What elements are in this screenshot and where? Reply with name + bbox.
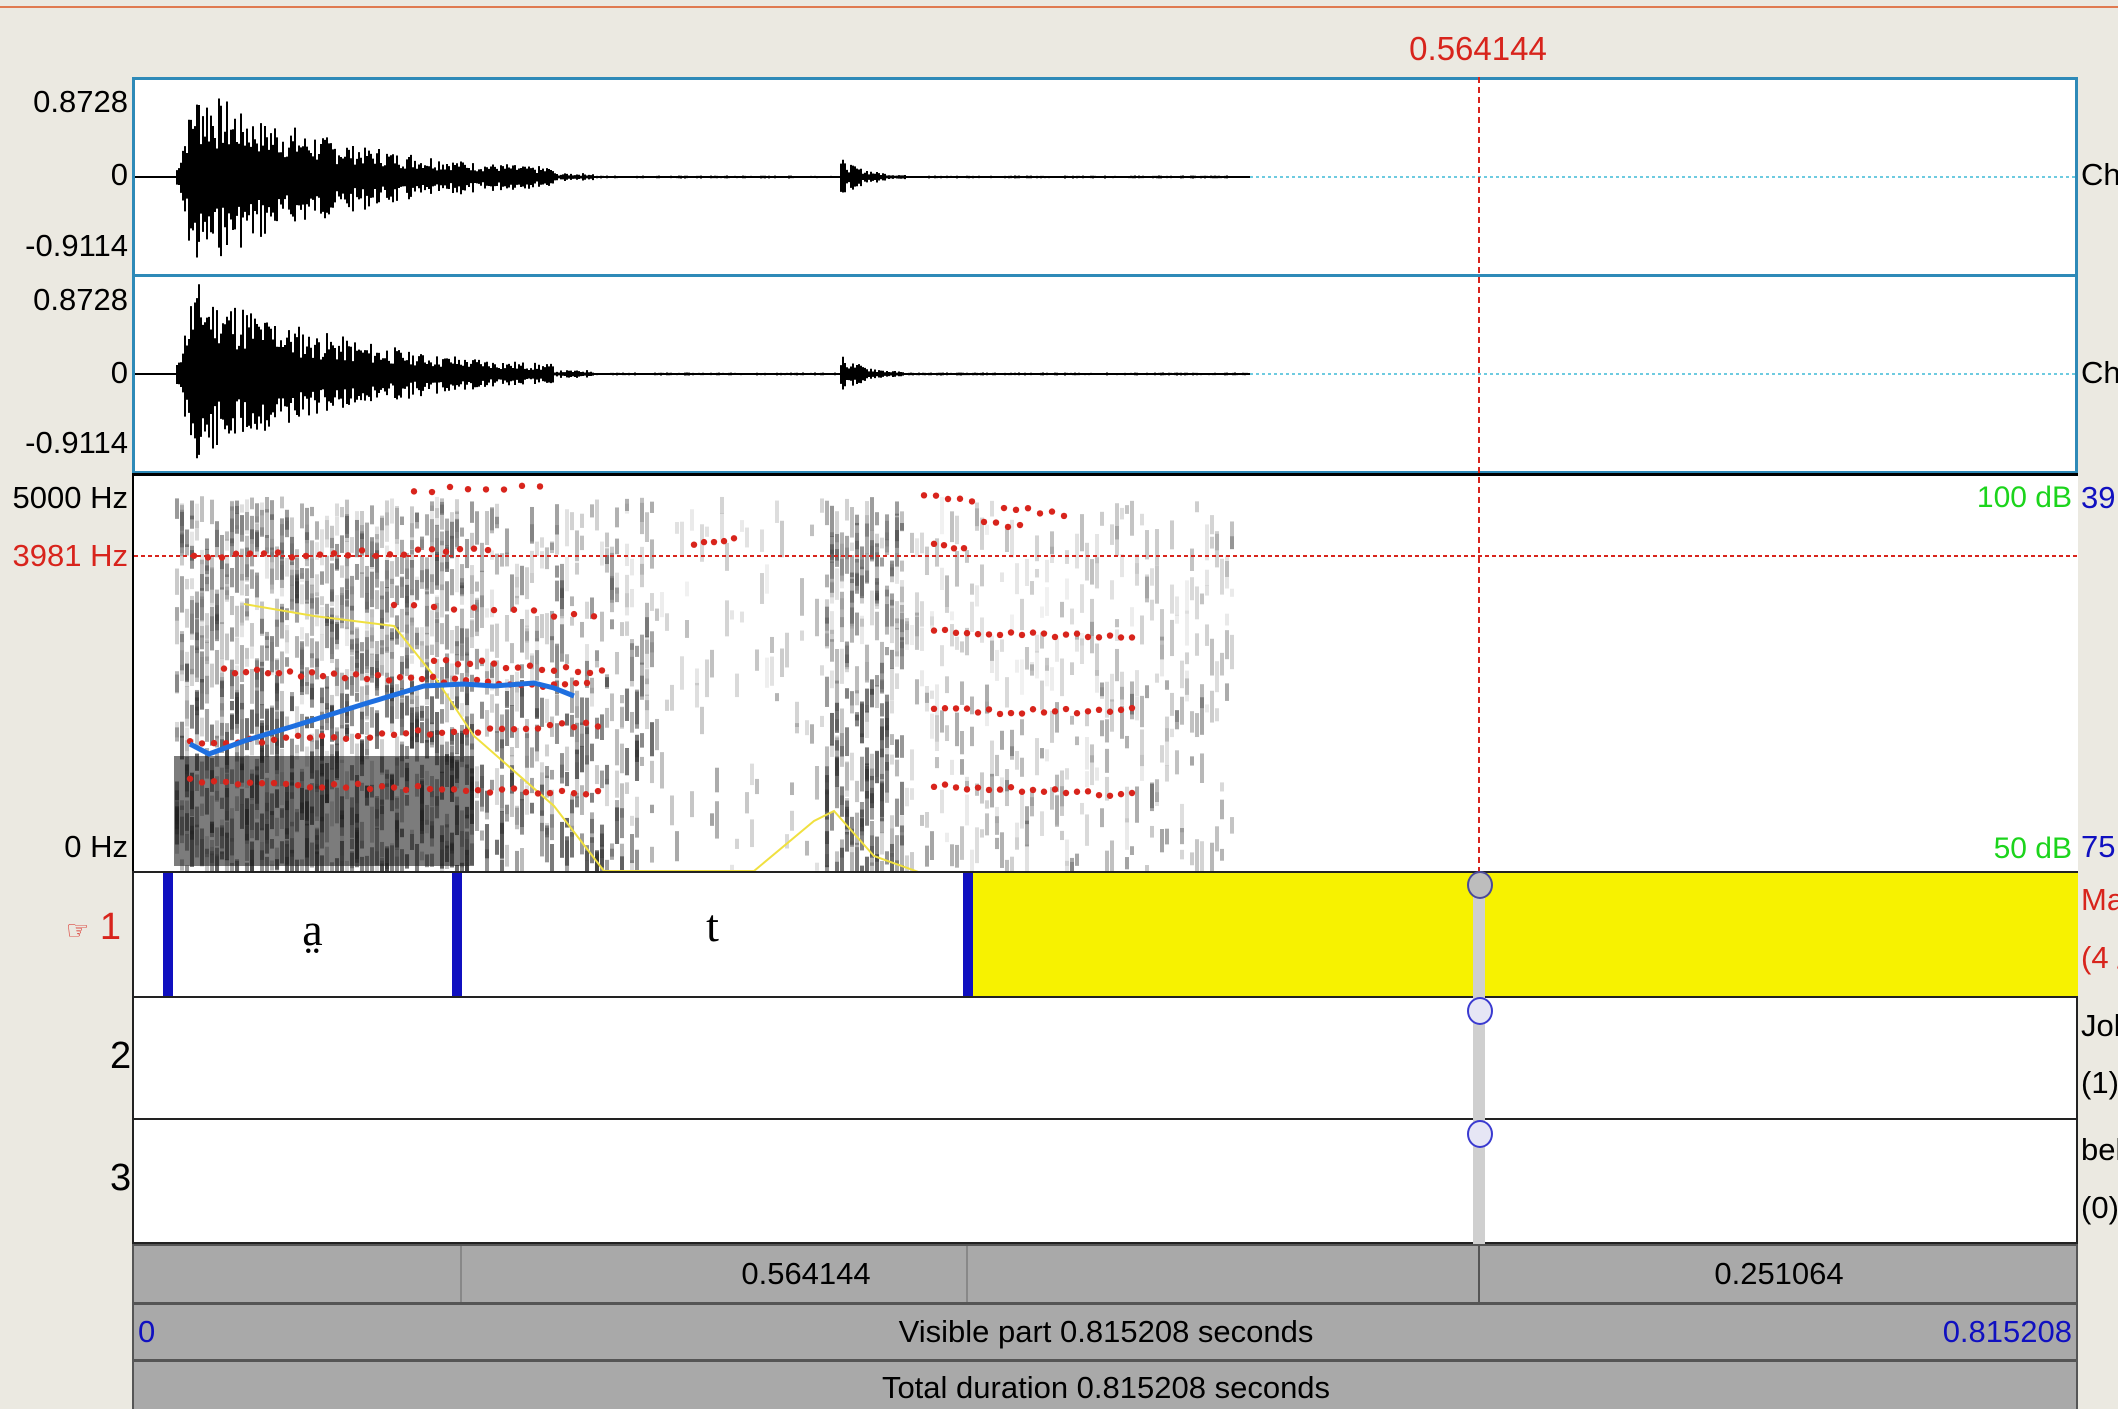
cursor-tier-bar[interactable] <box>1473 873 1485 1244</box>
tier-1-cursor-handle[interactable] <box>1467 871 1493 899</box>
cursor-time-label: 0.564144 <box>1409 30 1547 67</box>
waveform-channel-1[interactable] <box>132 77 2078 277</box>
tier-2-name: Jol <box>2081 1008 2118 1043</box>
db-top-label: 100 dB <box>1976 481 2072 514</box>
interval-label-a[interactable]: a̤ <box>302 904 323 955</box>
spectro-bottom-freq: 0 Hz <box>64 829 128 864</box>
ch2-max-label: 0.8728 <box>33 282 128 317</box>
segment-right-duration[interactable]: 0.251064 <box>1714 1256 1844 1291</box>
cursor-line[interactable] <box>1478 77 1480 873</box>
tier-3-interval[interactable] <box>132 1118 2078 1244</box>
visible-start-time: 0 <box>138 1314 156 1349</box>
pointing-hand-icon: ☞ <box>66 915 90 945</box>
spectro-top-freq: 5000 Hz <box>12 480 128 515</box>
tier-1-number[interactable]: ☞ 1 <box>66 906 121 949</box>
window-top-border <box>0 6 2118 8</box>
boundary-1[interactable] <box>163 873 173 996</box>
tier-1-count: (4 / <box>2081 940 2118 975</box>
visible-part-bar[interactable]: 0 Visible part 0.815208 seconds 0.815208 <box>132 1303 2078 1361</box>
ch2-channel-label: Ch <box>2081 355 2118 390</box>
tier-3-cursor-handle[interactable] <box>1467 1120 1493 1148</box>
tier-3-number[interactable]: 3 <box>110 1157 132 1199</box>
total-duration-bar[interactable]: Total duration 0.815208 seconds <box>132 1360 2078 1409</box>
ch1-channel-label: Ch <box>2081 157 2118 192</box>
interval-label-t[interactable]: t <box>706 900 719 951</box>
ch1-min-label: -0.9114 <box>25 228 128 263</box>
db-bottom-label: 50 dB <box>1993 832 2072 865</box>
boundary-3[interactable] <box>963 873 973 996</box>
tier-3-count: (0) <box>2081 1190 2118 1225</box>
tier-2-count: (1) <box>2081 1065 2118 1100</box>
pitch-bottom-label: 75 <box>2081 829 2116 864</box>
tier-2-interval[interactable] <box>132 996 2078 1120</box>
segment-bar[interactable]: 0.564144 0.251064 <box>132 1244 2078 1304</box>
tier-2-number[interactable]: 2 <box>110 1035 132 1077</box>
tier-1-name: Ma <box>2081 882 2118 917</box>
ch1-zero-label: 0 <box>110 157 128 192</box>
cursor-freq-label: 3981 Hz <box>12 538 128 573</box>
tier-1-interval[interactable]: a̤ t <box>132 871 2078 998</box>
visible-part-label: Visible part 0.815208 seconds <box>898 1314 1314 1349</box>
waveform-channel-2[interactable] <box>132 274 2078 474</box>
tier-1-number-text: 1 <box>99 906 122 948</box>
waveform-2-svg <box>135 284 2075 459</box>
waveform-1-svg <box>135 98 2075 258</box>
tier-3-name: bel <box>2081 1132 2118 1167</box>
boundary-2[interactable] <box>452 873 462 996</box>
ch1-max-label: 0.8728 <box>33 84 128 119</box>
spectrogram-panel[interactable]: 100 dB 50 dB <box>132 473 2078 871</box>
ch2-min-label: -0.9114 <box>25 425 128 460</box>
tier-2-cursor-handle[interactable] <box>1467 997 1493 1025</box>
visible-end-time: 0.815208 <box>1942 1314 2072 1349</box>
segment-left-duration[interactable]: 0.564144 <box>741 1256 871 1291</box>
total-duration-label: Total duration 0.815208 seconds <box>881 1370 1331 1405</box>
ch2-zero-label: 0 <box>110 355 128 390</box>
spectrogram-svg <box>134 482 2078 871</box>
selected-interval[interactable] <box>973 873 2078 996</box>
pitch-top-label: 39 <box>2081 480 2116 515</box>
